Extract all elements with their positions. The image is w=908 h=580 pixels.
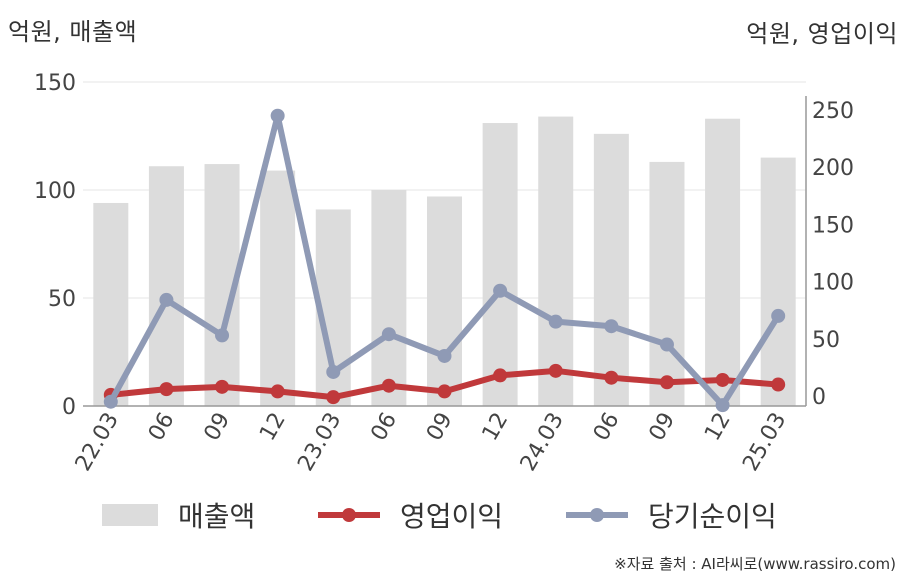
- net-income-point: [548, 314, 563, 329]
- operating-profit-point: [437, 384, 452, 399]
- x-tick-label: 06: [589, 409, 625, 446]
- x-tick-label: 12: [255, 409, 291, 446]
- right-axis-unit: 억원, 영업이익: [746, 20, 898, 48]
- legend-label-operating-profit: 영업이익: [400, 500, 504, 533]
- right-y-tick-label: 50: [812, 328, 840, 353]
- left-y-tick-label: 50: [48, 287, 76, 312]
- x-tick-label: 09: [645, 409, 681, 446]
- legend-item-operating-profit: 영업이익: [318, 493, 503, 537]
- net-income-point: [159, 292, 174, 307]
- x-tick-label: 12: [478, 408, 514, 445]
- right-y-tick-label: 150: [812, 213, 854, 238]
- net-income-point: [103, 394, 118, 409]
- legend-swatch-net-income: [566, 504, 628, 526]
- legend: 매출액 영업이익 당기순이익: [0, 493, 908, 537]
- operating-profit-point: [493, 368, 508, 383]
- operating-profit-point: [604, 370, 619, 385]
- net-income-point: [659, 337, 674, 352]
- operating-profit-point: [326, 390, 341, 405]
- revenue-bar: [593, 133, 629, 406]
- revenue-bar: [482, 123, 518, 406]
- operating-profit-point: [715, 372, 730, 387]
- revenue-bar: [427, 196, 462, 406]
- revenue-bar: [760, 157, 796, 406]
- right-y-tick-label: 250: [812, 99, 854, 124]
- net-income-point: [270, 108, 285, 123]
- x-tick-label: 12: [700, 409, 736, 446]
- revenue-bar: [705, 118, 741, 406]
- net-income-point: [771, 308, 786, 323]
- left-axis-unit: 억원, 매출액: [8, 18, 138, 46]
- operating-profit-point: [215, 379, 230, 394]
- revenue-bar: [371, 190, 407, 406]
- x-tick-label: 06: [144, 409, 180, 446]
- operating-profit-point: [381, 378, 396, 393]
- right-y-tick-label: 200: [812, 156, 854, 181]
- revenue-bar: [148, 166, 184, 406]
- x-tick-label: 23.03: [293, 409, 346, 476]
- left-y-tick-label: 150: [34, 71, 76, 96]
- right-y-tick-label: 0: [812, 385, 826, 410]
- source-credit: ※자료 출처 : AI라씨로(www.rassiro.com): [614, 555, 896, 573]
- left-y-tick-label: 100: [34, 179, 76, 204]
- operating-profit-point: [771, 377, 786, 392]
- net-income-point: [604, 319, 619, 334]
- x-axis: [83, 96, 807, 407]
- net-income-point: [381, 327, 396, 342]
- revenue-bar: [538, 116, 574, 406]
- legend-item-net-income: 당기순이익: [566, 493, 777, 537]
- revenue-bar: [260, 170, 296, 406]
- revenue-bar: [93, 202, 129, 406]
- x-ticks: 22.03 06 09 12 23.03 06 09 12 24.03 06 09 12 25.03: [71, 408, 792, 475]
- legend-item-revenue: 매출액: [102, 493, 255, 537]
- x-tick-label: 09: [422, 409, 458, 446]
- x-tick-label: 06: [366, 409, 402, 446]
- operating-profit-point: [159, 382, 174, 397]
- operating-profit-point: [270, 384, 285, 399]
- x-tick-label: 22.03: [71, 409, 124, 476]
- x-tick-label: 25.03: [738, 409, 791, 476]
- left-y-tick-label: 0: [62, 395, 76, 420]
- operating-profit-point: [548, 363, 563, 378]
- operating-profit-series: [103, 363, 786, 405]
- x-tick-label: 24.03: [516, 409, 569, 476]
- revenue-bar: [649, 161, 685, 406]
- net-income-point: [326, 364, 341, 379]
- left-y-ticks: 0 50 100 150: [34, 71, 76, 420]
- operating-profit-point: [659, 375, 674, 390]
- legend-swatch-operating-profit: [318, 504, 380, 526]
- legend-label-revenue: 매출액: [178, 500, 256, 533]
- net-income-point: [215, 328, 230, 343]
- net-income-point: [437, 348, 452, 363]
- net-income-point: [493, 283, 508, 298]
- x-tick-label: 09: [200, 409, 236, 446]
- net-income-series: [103, 108, 786, 413]
- right-y-tick-label: 100: [812, 271, 854, 296]
- right-y-ticks: 0 50 100 150 200 250: [812, 99, 854, 410]
- legend-label-net-income: 당기순이익: [648, 500, 777, 533]
- legend-swatch-revenue: [102, 504, 158, 526]
- net-income-point: [715, 398, 730, 413]
